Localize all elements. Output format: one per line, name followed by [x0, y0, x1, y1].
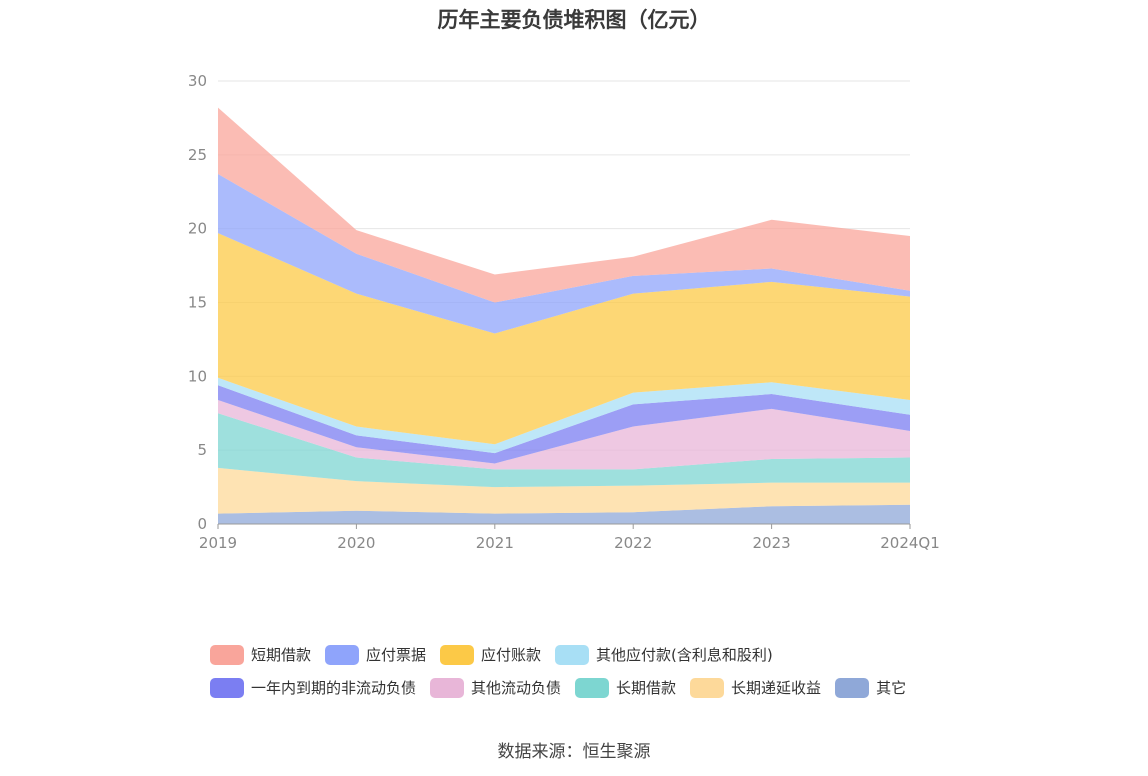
- legend-item[interactable]: 其他流动负债: [430, 677, 561, 698]
- y-tick-label: 25: [188, 146, 207, 164]
- legend-label: 短期借款: [251, 646, 312, 664]
- legend-item[interactable]: 其他应付款(含利息和股利): [555, 644, 773, 665]
- legend-swatch: [210, 677, 244, 698]
- legend-swatch: [555, 644, 590, 665]
- legend-label: 其它: [876, 679, 907, 697]
- x-tick-label: 2024Q1: [880, 534, 940, 552]
- x-tick-label: 2022: [614, 534, 652, 552]
- legend-swatch: [430, 677, 465, 698]
- legend-swatch: [575, 677, 610, 698]
- area-其他流动负债[interactable]: [218, 399, 910, 470]
- legend-item[interactable]: 短期借款: [210, 644, 311, 665]
- area-应付票据[interactable]: [218, 174, 910, 334]
- legend-label: 其他流动负债: [471, 679, 562, 697]
- y-tick-label: 15: [188, 294, 207, 312]
- y-tick-label: 10: [188, 367, 207, 385]
- area-长期借款[interactable]: [218, 413, 910, 488]
- legend-label: 长期递延收益: [731, 679, 822, 697]
- area-其他应付款(含利息和股利)[interactable]: [218, 377, 910, 454]
- legend-swatch: [210, 644, 244, 665]
- y-tick-label: 0: [197, 515, 207, 533]
- legend-label: 应付票据: [366, 646, 427, 664]
- legend-item[interactable]: 应付票据: [325, 644, 426, 665]
- legend-label: 一年内到期的非流动负债: [251, 679, 417, 697]
- x-tick-label: 2021: [476, 534, 514, 552]
- chart-title: 历年主要负债堆积图（亿元）: [437, 8, 711, 32]
- x-tick-label: 2020: [337, 534, 375, 552]
- legend-label: 应付账款: [481, 646, 542, 664]
- area-长期递延收益[interactable]: [218, 467, 910, 514]
- legend-swatch: [690, 677, 725, 698]
- legend-swatch: [835, 677, 870, 698]
- legend-row-1: 短期借款 应付票据 应付账款 其他应付款(含利息和股利): [210, 638, 970, 671]
- legend: 短期借款 应付票据 应付账款 其他应付款(含利息和股利) 一年内到期的非流动负债 其他流…: [210, 638, 970, 704]
- legend-label: 长期借款: [616, 679, 677, 697]
- legend-label: 其他应付款(含利息和股利): [596, 646, 773, 664]
- y-tick-label: 30: [188, 72, 207, 90]
- legend-item[interactable]: 长期递延收益: [690, 677, 821, 698]
- legend-item[interactable]: 其它: [835, 677, 906, 698]
- x-tick-label: 2023: [753, 534, 791, 552]
- stacked-area-chart: 0 5 10 15 20 25 30 2019 2020 2021 2022 2023 2024Q1: [188, 72, 940, 552]
- y-tick-label: 5: [197, 441, 207, 459]
- area-应付账款[interactable]: [218, 233, 910, 445]
- y-tick-label: 20: [188, 220, 207, 238]
- area-短期借款[interactable]: [218, 107, 910, 303]
- legend-item[interactable]: 一年内到期的非流动负债: [210, 677, 416, 698]
- area-一年内到期的非流动负债[interactable]: [218, 385, 910, 464]
- legend-row-2: 一年内到期的非流动负债 其他流动负债 长期借款 长期递延收益 其它: [210, 671, 970, 704]
- axes: 0 5 10 15 20 25 30 2019 2020 2021 2022 2023 2024Q1: [188, 72, 940, 552]
- area-series: [218, 107, 910, 524]
- legend-swatch: [440, 644, 475, 665]
- data-source-note: 数据来源：恒生聚源: [497, 742, 651, 762]
- legend-swatch: [325, 644, 360, 665]
- area-其它[interactable]: [218, 504, 910, 524]
- legend-item[interactable]: 长期借款: [575, 677, 676, 698]
- legend-item[interactable]: 应付账款: [440, 644, 541, 665]
- x-tick-label: 2019: [199, 534, 237, 552]
